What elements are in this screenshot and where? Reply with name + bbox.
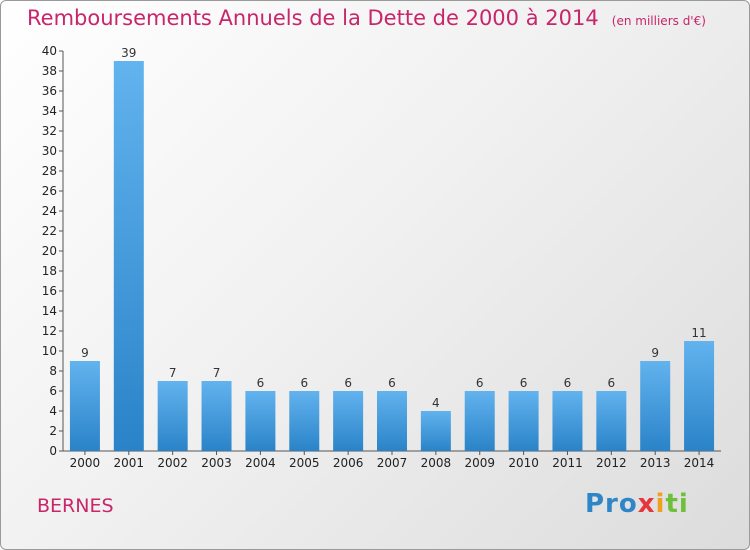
- bar-2013: [640, 361, 671, 451]
- bar-2006: [333, 391, 364, 451]
- y-tick-label: 26: [42, 184, 57, 198]
- y-tick-label: 30: [42, 144, 57, 158]
- value-label-2000: 9: [81, 346, 89, 360]
- bar-2001: [113, 61, 144, 451]
- x-tick-label-2005: 2005: [289, 456, 320, 470]
- y-tick-label: 36: [42, 84, 57, 98]
- bar-2011: [552, 391, 583, 451]
- value-label-2007: 6: [388, 376, 396, 390]
- x-tick-label-2007: 2007: [377, 456, 408, 470]
- y-tick-label: 28: [42, 164, 57, 178]
- x-tick-label-2010: 2010: [508, 456, 539, 470]
- x-tick-label-2001: 2001: [114, 456, 145, 470]
- y-tick-label: 14: [42, 304, 57, 318]
- y-tick-label: 22: [42, 224, 57, 238]
- bar-2014: [684, 341, 715, 451]
- x-tick-label-2012: 2012: [596, 456, 627, 470]
- chart-title-unit: (en milliers d'€): [611, 14, 706, 28]
- y-tick-label: 4: [49, 404, 57, 418]
- y-tick-label: 18: [42, 264, 57, 278]
- y-tick-label: 2: [49, 424, 57, 438]
- y-tick-label: 16: [42, 284, 57, 298]
- y-tick-label: 38: [42, 64, 57, 78]
- bar-2010: [508, 391, 539, 451]
- x-tick-label-2006: 2006: [333, 456, 364, 470]
- x-tick-label-2002: 2002: [157, 456, 188, 470]
- y-tick-label: 40: [42, 44, 57, 58]
- x-tick-label-2014: 2014: [684, 456, 715, 470]
- value-label-2004: 6: [257, 376, 265, 390]
- bar-2005: [289, 391, 320, 451]
- bar-2002: [157, 381, 188, 451]
- chart-title-main: Remboursements Annuels de la Dette de 20…: [27, 6, 599, 30]
- x-tick-label-2003: 2003: [201, 456, 232, 470]
- bar-2012: [596, 391, 627, 451]
- bar-2003: [201, 381, 232, 451]
- value-label-2010: 6: [520, 376, 528, 390]
- value-label-2001: 39: [121, 46, 136, 60]
- bar-2009: [464, 391, 495, 451]
- bar-2000: [69, 361, 100, 451]
- value-label-2011: 6: [564, 376, 572, 390]
- value-label-2006: 6: [344, 376, 352, 390]
- chart-labels: 2000 9 2001 39 2002 7 2003 7 2004 6 2005 6 2006 6 2007…: [70, 46, 715, 470]
- value-label-2014: 11: [691, 326, 706, 340]
- y-tick-label: 34: [42, 104, 57, 118]
- value-label-2009: 6: [476, 376, 484, 390]
- y-tick-label: 0: [49, 444, 57, 458]
- value-label-2013: 9: [651, 346, 659, 360]
- bar-2008: [420, 411, 451, 451]
- y-tick-label: 32: [42, 124, 57, 138]
- bar-2004: [245, 391, 276, 451]
- x-tick-label-2013: 2013: [640, 456, 671, 470]
- value-label-2002: 7: [169, 366, 177, 380]
- x-tick-label-2008: 2008: [421, 456, 452, 470]
- x-tick-label-2009: 2009: [464, 456, 495, 470]
- y-tick-label: 6: [49, 384, 57, 398]
- chart-title: Remboursements Annuels de la Dette de 20…: [27, 6, 706, 30]
- x-tick-label-2000: 2000: [70, 456, 101, 470]
- bar-2007: [377, 391, 407, 451]
- value-label-2005: 6: [300, 376, 308, 390]
- x-tick-label-2004: 2004: [245, 456, 276, 470]
- value-label-2008: 4: [432, 396, 440, 410]
- value-label-2012: 6: [608, 376, 616, 390]
- y-tick-label: 8: [49, 364, 57, 378]
- chart-bars: [69, 61, 715, 451]
- y-tick-label: 20: [42, 244, 57, 258]
- x-tick-label-2011: 2011: [552, 456, 583, 470]
- proxiti-logo[interactable]: Proxiti: [585, 489, 689, 519]
- y-tick-label: 10: [42, 344, 57, 358]
- y-tick-label: 24: [42, 204, 57, 218]
- value-label-2003: 7: [213, 366, 221, 380]
- commune-name: BERNES: [37, 495, 114, 517]
- y-tick-label: 12: [42, 324, 57, 338]
